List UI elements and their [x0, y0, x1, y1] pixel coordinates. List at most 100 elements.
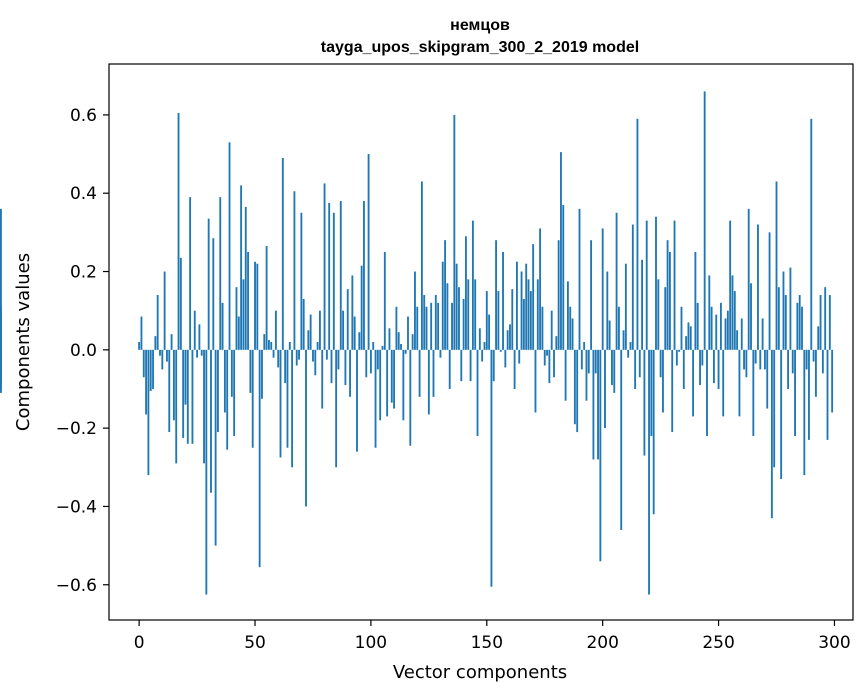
bar — [483, 342, 486, 350]
bar — [617, 306, 620, 350]
bar — [828, 295, 831, 350]
bar — [159, 349, 161, 356]
bar — [502, 251, 504, 350]
bar — [717, 349, 720, 389]
bar — [773, 349, 776, 468]
bar — [615, 212, 618, 350]
bar — [706, 349, 708, 436]
bar — [648, 349, 650, 595]
bar — [251, 349, 254, 448]
bar — [824, 287, 827, 350]
bar — [557, 240, 560, 350]
bar — [291, 349, 294, 468]
bar — [434, 295, 437, 350]
bar — [722, 349, 725, 417]
bar — [349, 349, 351, 397]
bar — [814, 349, 817, 397]
bar — [441, 261, 444, 350]
bar — [409, 349, 412, 446]
bar — [643, 349, 646, 456]
bar — [247, 251, 249, 350]
bar — [770, 349, 773, 519]
bar — [193, 310, 196, 350]
bar — [210, 349, 212, 493]
bar — [613, 349, 616, 393]
bar — [768, 232, 771, 350]
bar — [342, 310, 345, 350]
bar — [467, 279, 470, 350]
bar — [631, 224, 634, 350]
bar — [300, 212, 303, 350]
bar — [812, 349, 815, 362]
bar — [295, 349, 298, 366]
bar — [191, 349, 194, 444]
bar — [662, 349, 664, 413]
bar — [272, 349, 275, 358]
bar — [302, 298, 305, 350]
bar — [249, 349, 252, 393]
bar — [801, 306, 803, 350]
bar — [170, 334, 173, 350]
bar — [569, 306, 572, 350]
bar — [685, 336, 688, 350]
bar — [719, 302, 722, 350]
bar — [404, 349, 407, 354]
bar — [543, 349, 546, 366]
bar — [237, 316, 240, 350]
bar — [471, 220, 474, 350]
bar — [460, 349, 463, 382]
bar — [458, 287, 460, 350]
bar — [330, 349, 333, 384]
bar — [645, 220, 648, 350]
bar — [587, 349, 590, 374]
bar — [156, 295, 159, 350]
bar — [198, 324, 201, 350]
bar — [787, 349, 790, 389]
bar — [200, 349, 203, 356]
bar — [759, 349, 762, 370]
x-tick-label: 50 — [244, 633, 266, 653]
bar — [383, 251, 386, 350]
bar — [754, 349, 757, 364]
bar — [281, 157, 284, 350]
bar — [810, 118, 813, 350]
bar — [397, 332, 400, 350]
bar — [580, 349, 583, 370]
bar — [217, 349, 219, 433]
bar — [668, 251, 671, 350]
bar — [212, 238, 215, 350]
bar — [548, 349, 551, 384]
bar — [497, 291, 500, 350]
bar — [372, 342, 375, 350]
bar — [703, 91, 706, 350]
bar — [214, 349, 217, 546]
bar — [267, 340, 270, 350]
bar — [752, 349, 755, 436]
bar — [172, 349, 175, 421]
bar — [256, 263, 259, 350]
bar — [805, 349, 808, 370]
bar — [207, 218, 210, 350]
bar — [518, 349, 521, 364]
bar — [274, 310, 277, 350]
bar — [819, 295, 822, 350]
bar — [363, 201, 365, 350]
bar — [798, 295, 801, 350]
bar — [499, 349, 502, 352]
bar — [701, 349, 704, 366]
bar — [388, 328, 391, 350]
bar — [655, 216, 657, 350]
bar — [794, 349, 796, 436]
bar — [414, 271, 416, 350]
chart-subtitle: tayga_upos_skipgram_300_2_2019 model — [321, 39, 639, 56]
bar — [611, 349, 613, 386]
bar — [671, 349, 674, 433]
bar — [710, 306, 713, 350]
bar — [360, 265, 363, 350]
bar — [325, 349, 328, 360]
y-tick-label: −0.2 — [56, 419, 97, 439]
bar — [678, 349, 681, 352]
bar — [590, 240, 593, 350]
bar — [782, 271, 785, 350]
bar — [539, 228, 542, 350]
